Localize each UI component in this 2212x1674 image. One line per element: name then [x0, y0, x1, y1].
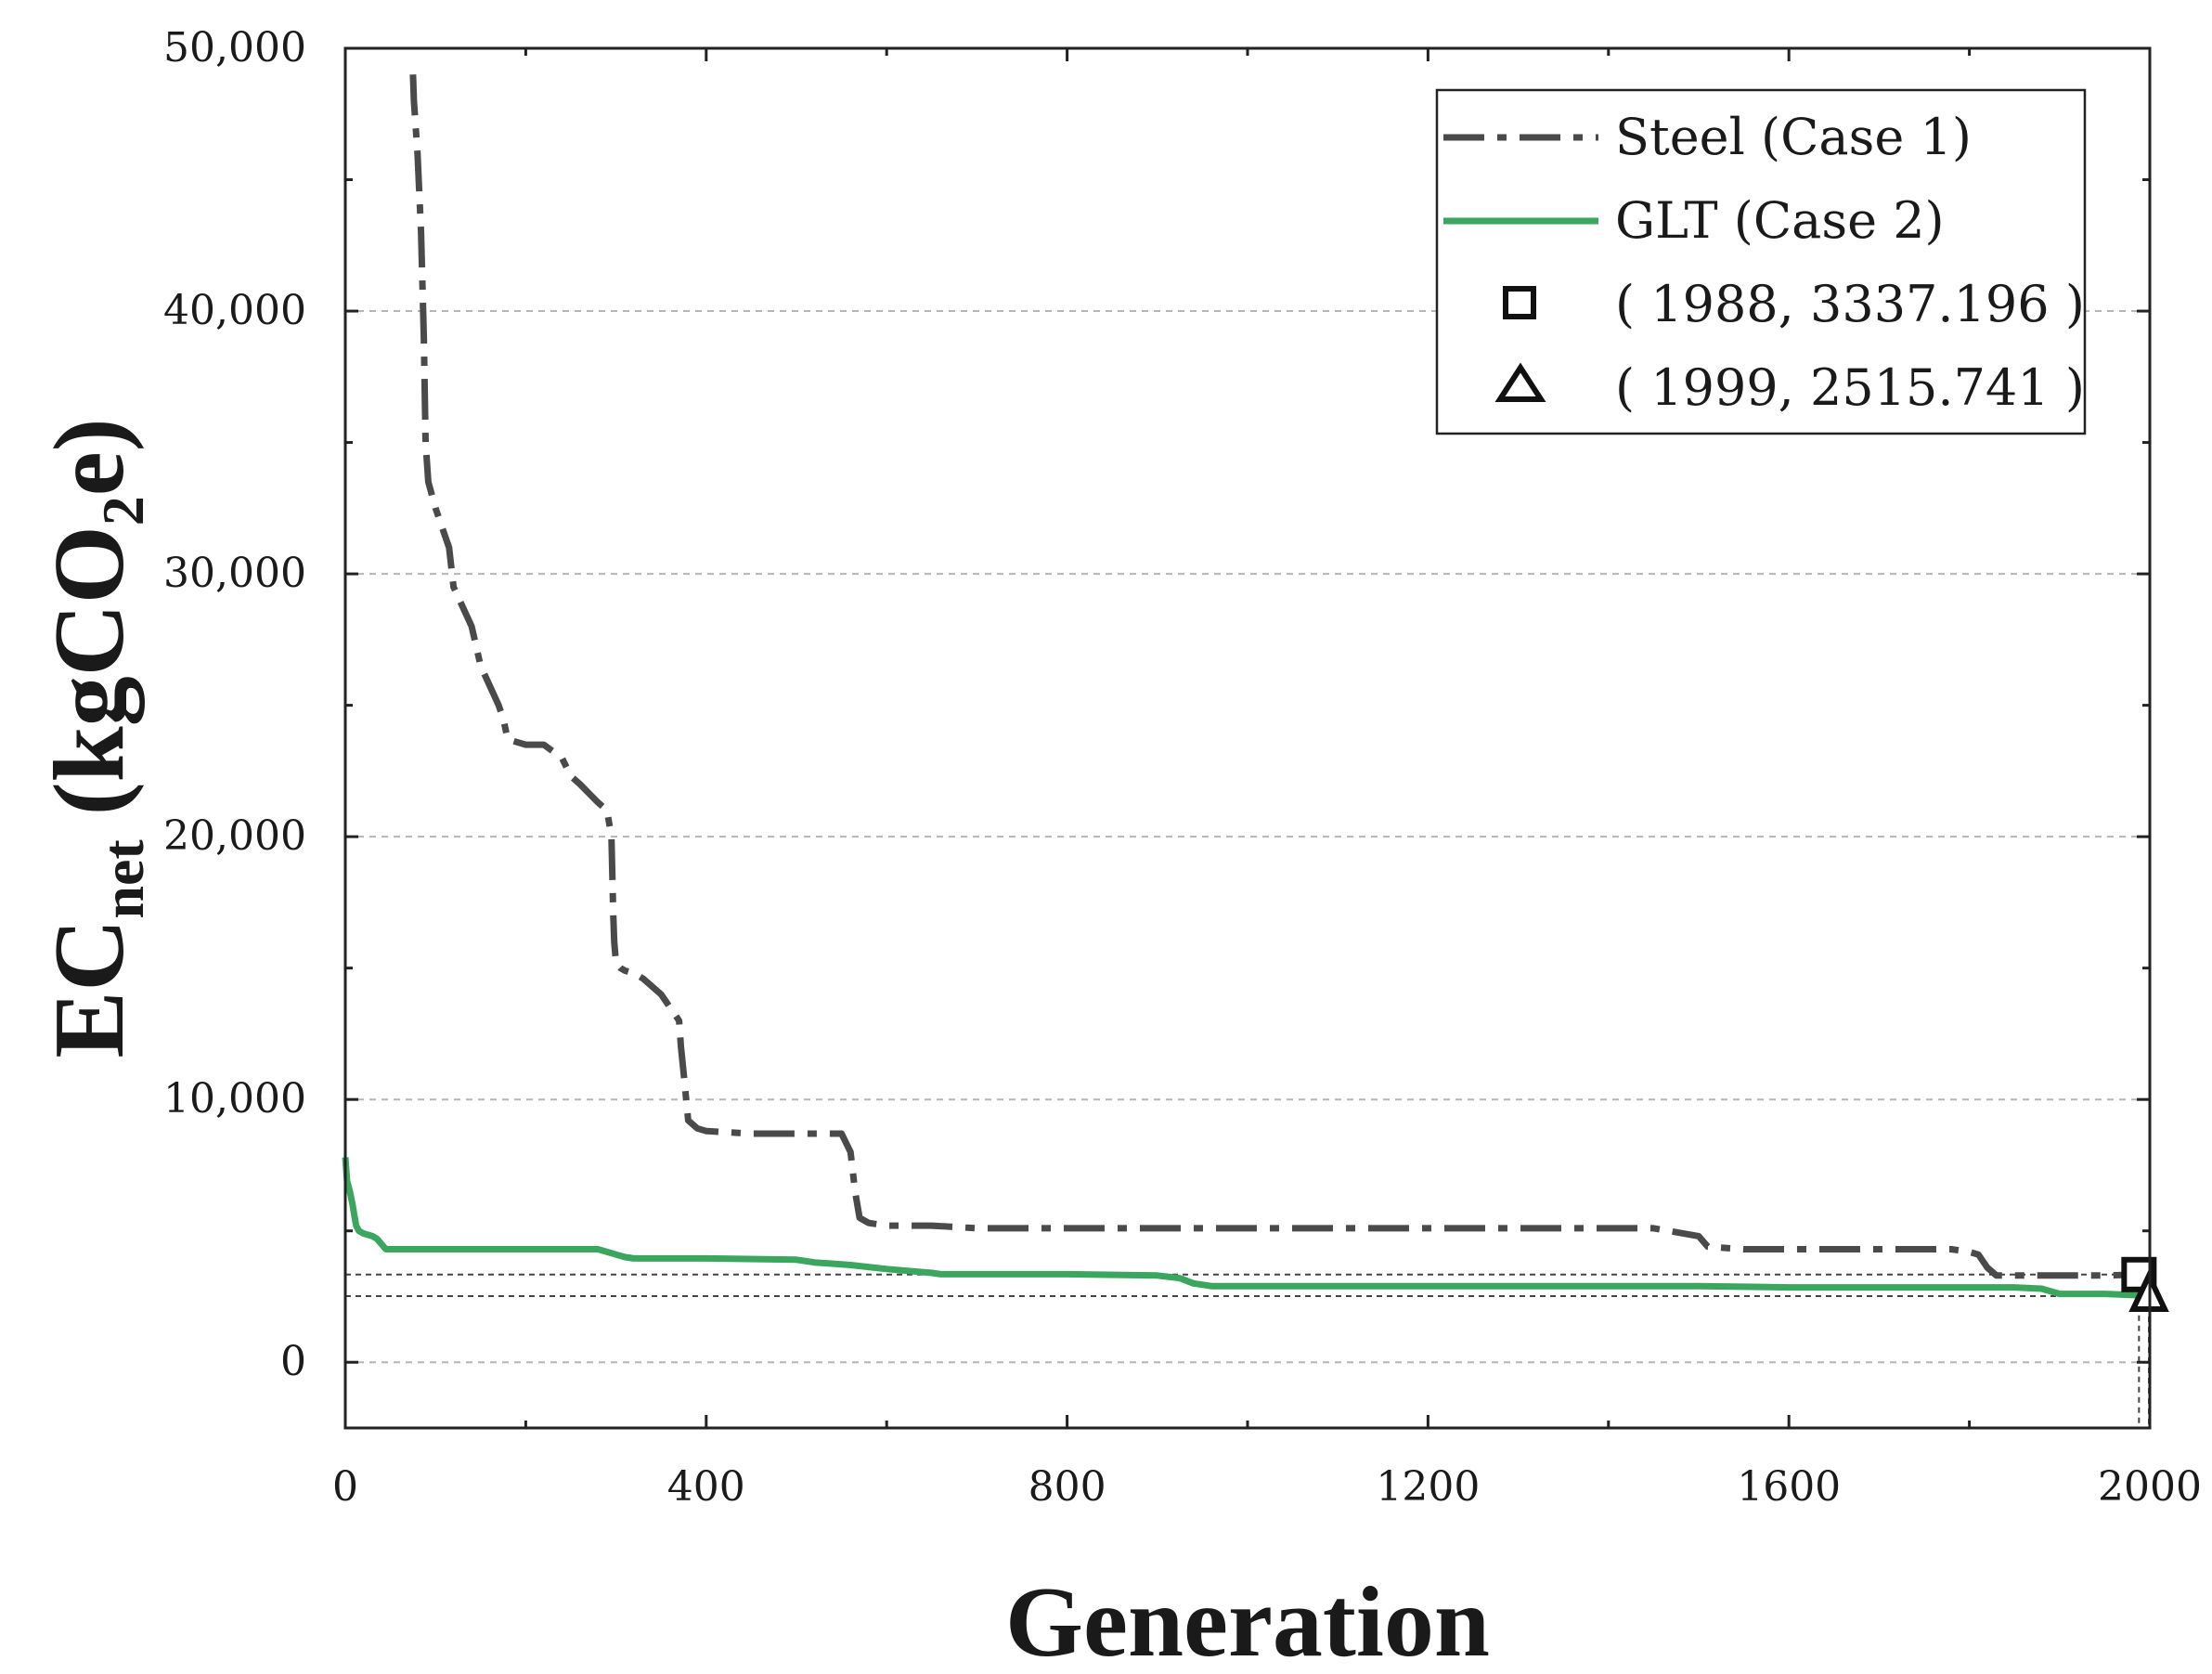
- glt-series-line: [342, 1157, 2150, 1300]
- legend-glt-label: GLT (Case 2): [1615, 191, 1945, 250]
- legend-steel-label: Steel (Case 1): [1615, 108, 1972, 166]
- y-tick-label: 0: [280, 1338, 306, 1385]
- x-tick-label: 2000: [2098, 1463, 2202, 1511]
- y-axis-title-unit-close: e): [34, 418, 145, 496]
- y-axis-title: ECnet (kgCO2e): [34, 418, 156, 1058]
- legend-triangle-label: ( 1999, 2515.741 ): [1615, 358, 2085, 417]
- legend-box: [1435, 88, 2087, 435]
- steel-series-line: [409, 74, 2140, 1279]
- x-tick-label: 1200: [1376, 1463, 1480, 1511]
- ticks: [343, 46, 2152, 1428]
- reference-lines: [345, 1273, 2151, 1428]
- x-tick-label: 400: [667, 1463, 745, 1511]
- legend-square-label: ( 1988, 3337.196 ): [1615, 275, 2085, 333]
- tick-labels: 0 10,000 20,000 30,000 40,000 50,000 0 400 800 12…: [163, 24, 2202, 1511]
- legend-square-marker-icon: [1503, 286, 1536, 319]
- legend-triangle-marker-icon: [1494, 362, 1546, 402]
- y-tick-label: 30,000: [163, 550, 306, 597]
- markers-layer: [2121, 1256, 2169, 1313]
- y-tick-label: 20,000: [163, 812, 306, 860]
- x-axis-title: Generation: [1005, 1567, 1490, 1674]
- y-axis-title-unit-open: (kgCO: [34, 526, 145, 815]
- y-axis-title-main-subscript: net: [90, 839, 156, 919]
- x-tick-label: 800: [1028, 1463, 1106, 1511]
- y-tick-label: 10,000: [163, 1075, 306, 1122]
- legend: Steel (Case 1) GLT (Case 2) ( 1988, 3337…: [1435, 88, 2087, 435]
- y-tick-label: 40,000: [163, 287, 306, 334]
- y-axis-title-main: EC: [34, 919, 145, 1058]
- x-tick-label: 1600: [1737, 1463, 1841, 1511]
- x-tick-label: 0: [332, 1463, 358, 1511]
- y-tick-label: 50,000: [163, 24, 306, 71]
- y-axis-title-unit-subscript: 2: [90, 496, 156, 526]
- grid: [345, 310, 2150, 1364]
- series-layer: [342, 74, 2150, 1300]
